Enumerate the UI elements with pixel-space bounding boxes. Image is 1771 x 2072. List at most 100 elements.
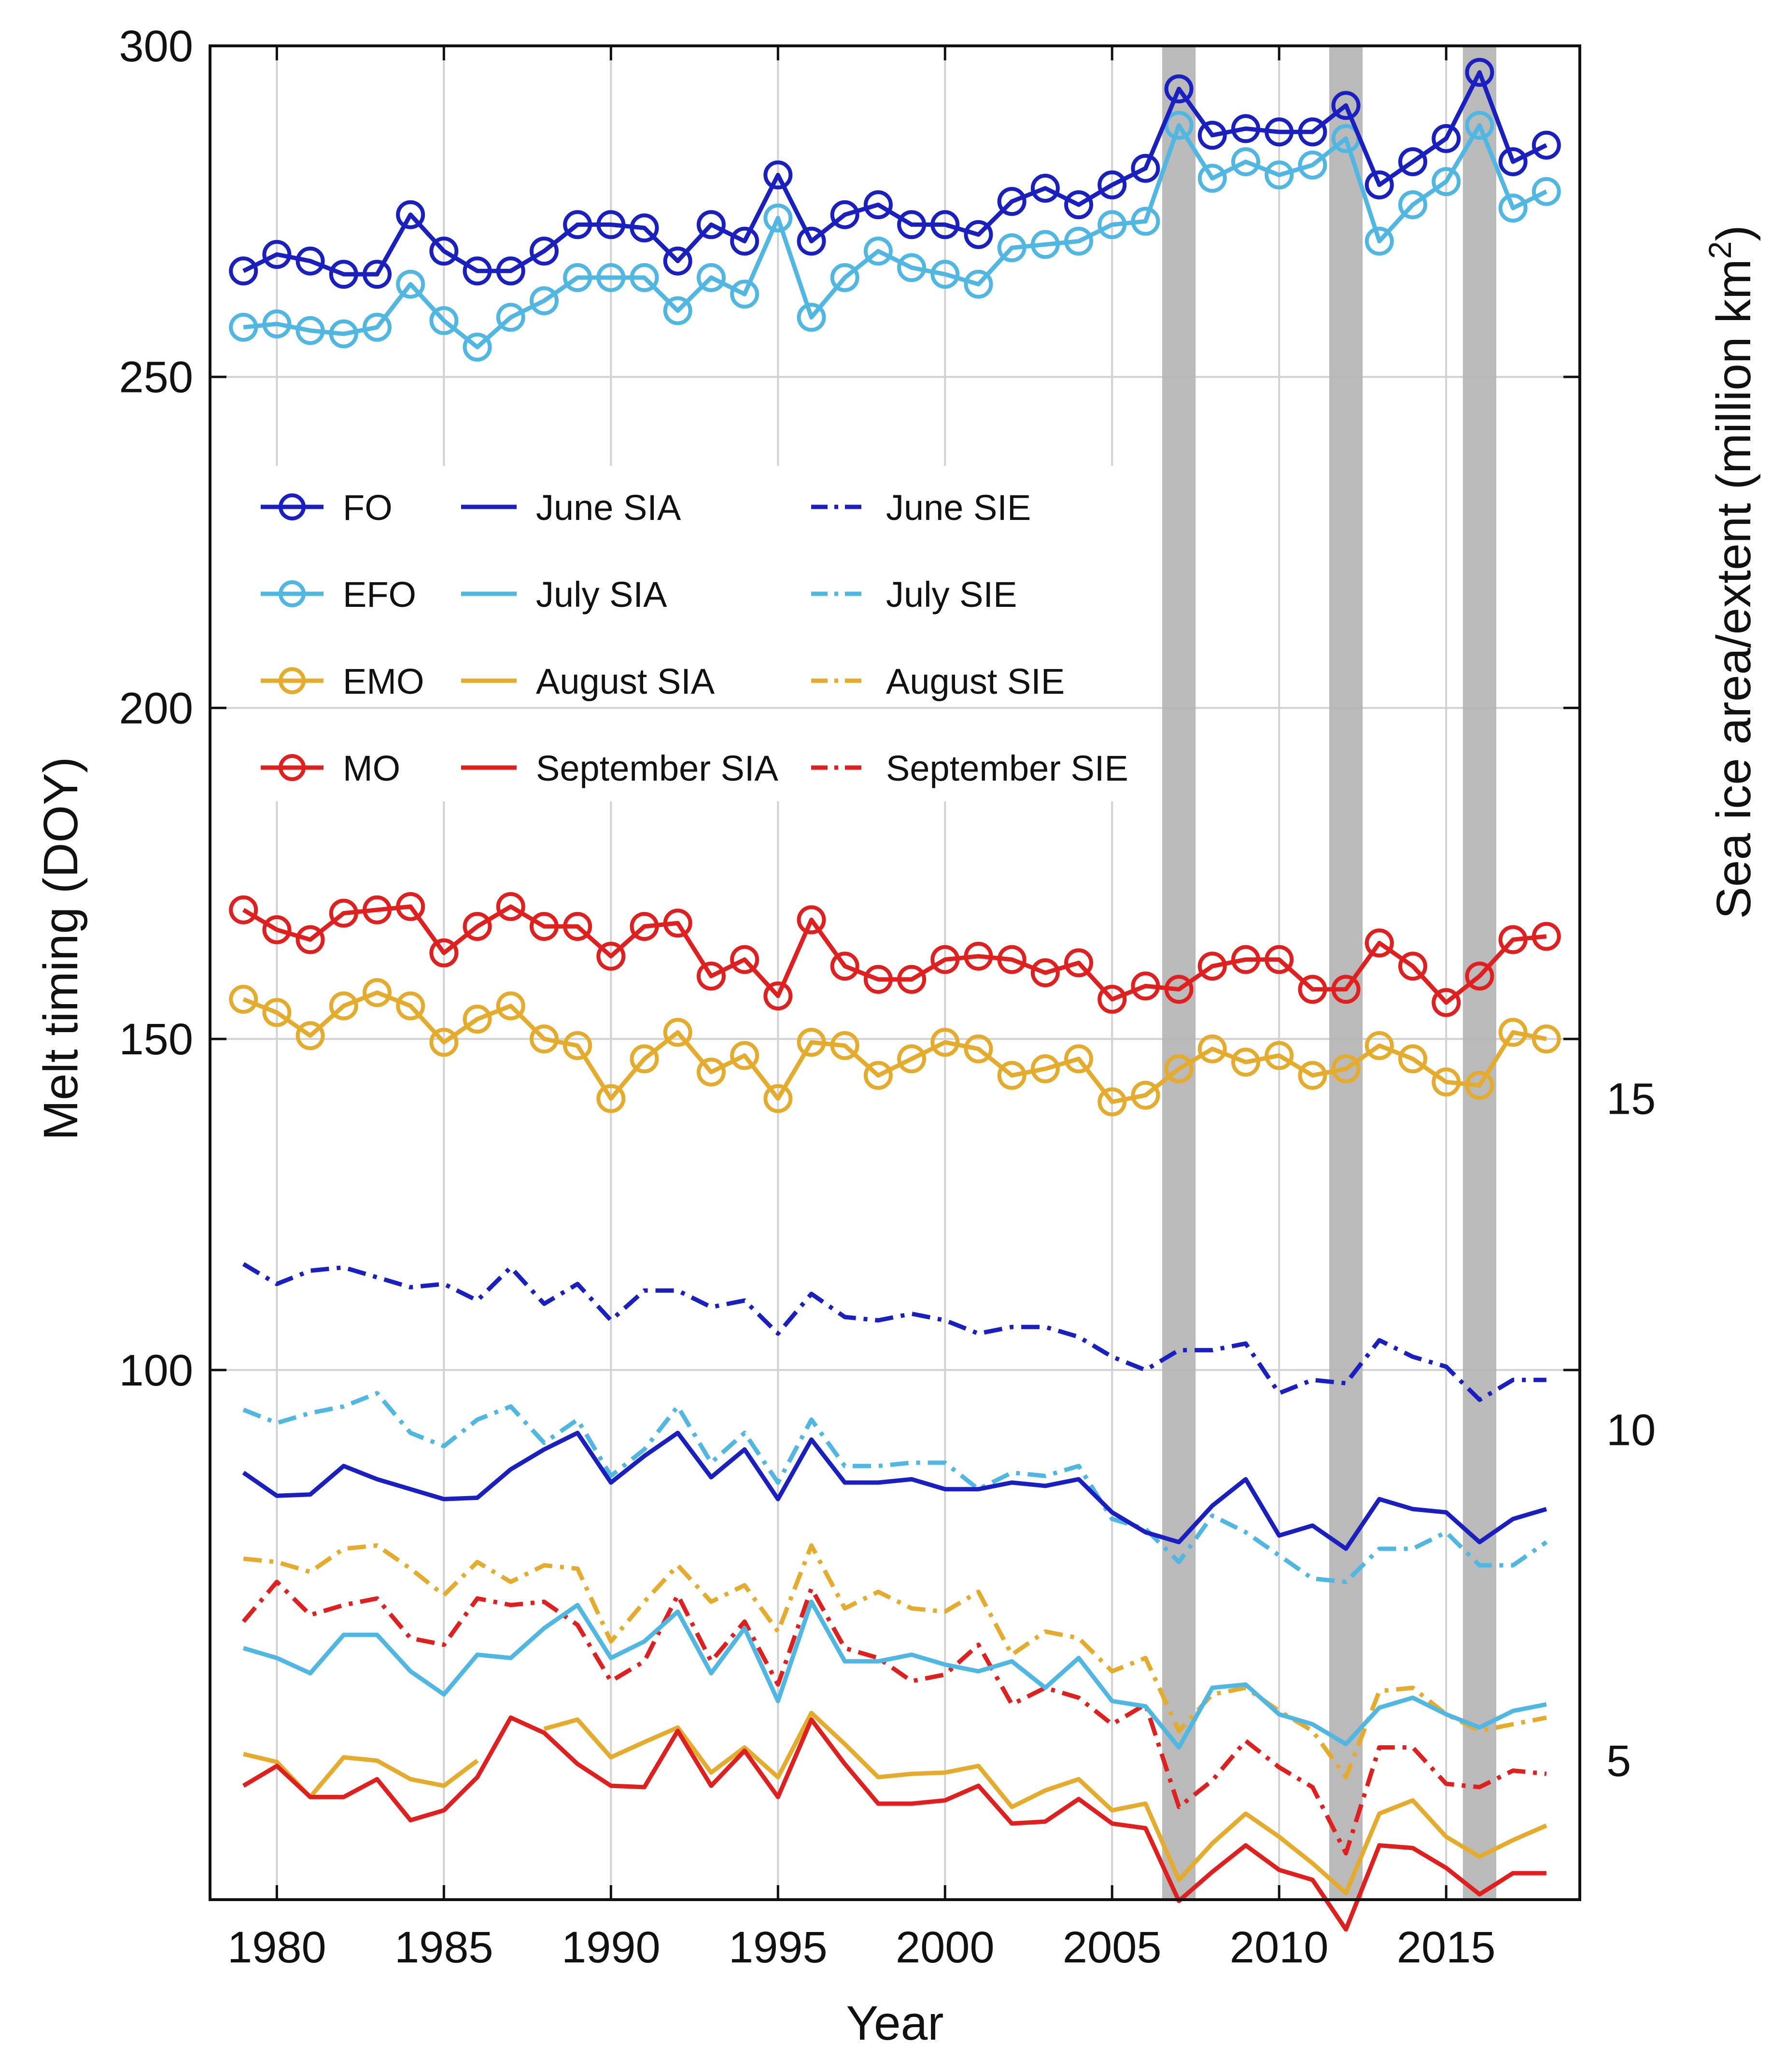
x-tick-label: 1980 <box>227 1923 326 1972</box>
series-layer <box>229 57 1561 1932</box>
data-point-mo <box>1164 975 1194 1004</box>
data-point-mo <box>897 965 927 994</box>
data-point-mo <box>329 898 358 928</box>
data-point-mo <box>262 915 292 944</box>
data-point-emo <box>1398 1044 1428 1074</box>
data-point-efo <box>529 286 559 315</box>
data-point-emo <box>730 1041 759 1070</box>
data-point-mo <box>797 905 826 935</box>
data-point-mo <box>1331 975 1361 1004</box>
data-point-efo <box>329 319 358 349</box>
y-left-tick-label: 300 <box>119 22 194 71</box>
data-point-efo <box>396 269 425 299</box>
axis-ticks <box>210 44 1580 1900</box>
data-point-efo <box>262 309 292 338</box>
data-point-mo <box>362 895 392 924</box>
data-point-emo <box>1064 1044 1094 1074</box>
data-point-emo <box>1498 1018 1528 1047</box>
data-point-fo <box>1131 154 1160 183</box>
data-point-mo <box>1465 961 1494 991</box>
data-point-efo <box>463 333 492 362</box>
data-point-fo <box>696 210 726 239</box>
legend-item-mo: MO <box>261 748 400 788</box>
legend-label: June SIA <box>536 488 681 528</box>
legend-item-july_sie: July SIE <box>811 574 1017 615</box>
data-point-emo <box>1197 1034 1227 1064</box>
data-point-emo <box>262 998 292 1027</box>
plot-frame <box>209 44 1581 1901</box>
data-point-mo <box>1432 988 1461 1017</box>
data-point-emo <box>295 1021 325 1050</box>
data-point-efo <box>1097 210 1127 239</box>
data-point-efo <box>1197 164 1227 193</box>
data-point-emo <box>1298 1061 1327 1090</box>
data-point-efo <box>797 303 826 332</box>
series-line-emo <box>242 990 1547 1104</box>
data-point-fo <box>1432 124 1461 153</box>
x-tick-label: 2005 <box>1063 1923 1162 1972</box>
data-point-mo <box>396 892 425 921</box>
data-point-efo <box>1398 190 1428 220</box>
data-point-efo <box>429 306 459 336</box>
data-point-mo <box>663 909 692 938</box>
data-point-emo <box>229 984 258 1014</box>
y-left-tick-label: 150 <box>119 1015 194 1064</box>
data-point-fo <box>663 246 692 276</box>
data-point-fo <box>1331 91 1361 120</box>
data-point-efo <box>663 296 692 325</box>
data-point-fo <box>997 187 1026 216</box>
data-point-mo <box>1532 922 1561 951</box>
data-point-emo <box>830 1031 859 1060</box>
data-point-fo <box>1298 117 1327 147</box>
data-point-emo <box>1131 1080 1160 1110</box>
data-point-emo <box>396 991 425 1021</box>
data-point-efo <box>897 253 927 282</box>
data-point-efo <box>229 312 258 342</box>
data-point-efo <box>1164 111 1194 140</box>
data-point-fo <box>1197 121 1227 150</box>
data-point-mo <box>1231 945 1261 974</box>
y-left-tick-label: 200 <box>119 684 194 733</box>
legend-label: July SIE <box>886 574 1017 615</box>
legend-item-efo: EFO <box>261 574 416 615</box>
series-line-efo <box>243 123 1547 350</box>
data-point-emo <box>997 1061 1026 1090</box>
data-point-mo <box>529 912 559 941</box>
data-point-emo <box>1030 1054 1060 1083</box>
legend-label: June SIE <box>886 488 1031 528</box>
series-fo <box>229 57 1561 289</box>
data-point-mo <box>429 938 459 967</box>
data-point-emo <box>897 1044 927 1074</box>
right-y-axis-title-superscript: 2 <box>1702 241 1738 259</box>
data-point-fo <box>1064 190 1094 220</box>
data-point-mo <box>1265 945 1294 974</box>
data-point-efo <box>997 233 1026 263</box>
left-y-axis-title: Melt timing (DOY) <box>34 757 88 1141</box>
y-left-tick-label: 100 <box>119 1346 194 1395</box>
data-point-efo <box>1265 160 1294 190</box>
data-point-emo <box>329 991 358 1021</box>
data-point-emo <box>630 1044 659 1074</box>
data-point-emo <box>964 1034 993 1064</box>
data-point-mo <box>630 912 659 941</box>
data-point-fo <box>1532 130 1561 160</box>
data-point-emo <box>496 991 525 1021</box>
tick-labels: 1980 1985 1990 1995 2000 2005 2010 201510015020… <box>119 22 1656 1972</box>
data-point-efo <box>496 303 525 332</box>
data-point-mo <box>1498 925 1528 954</box>
data-point-efo <box>1532 177 1561 206</box>
data-point-fo <box>1231 114 1261 143</box>
legend-label: September SIA <box>536 748 778 788</box>
data-point-emo <box>563 1031 592 1060</box>
data-point-efo <box>362 312 392 342</box>
data-point-emo <box>763 1084 793 1113</box>
legend-label: July SIA <box>536 574 667 615</box>
data-point-mo <box>997 945 1026 974</box>
x-tick-label: 1985 <box>394 1923 493 1972</box>
data-point-mo <box>1364 928 1394 958</box>
data-point-emo <box>863 1061 893 1090</box>
data-point-efo <box>830 263 859 292</box>
data-point-efo <box>630 263 659 292</box>
legend-marker-efo <box>279 580 306 607</box>
